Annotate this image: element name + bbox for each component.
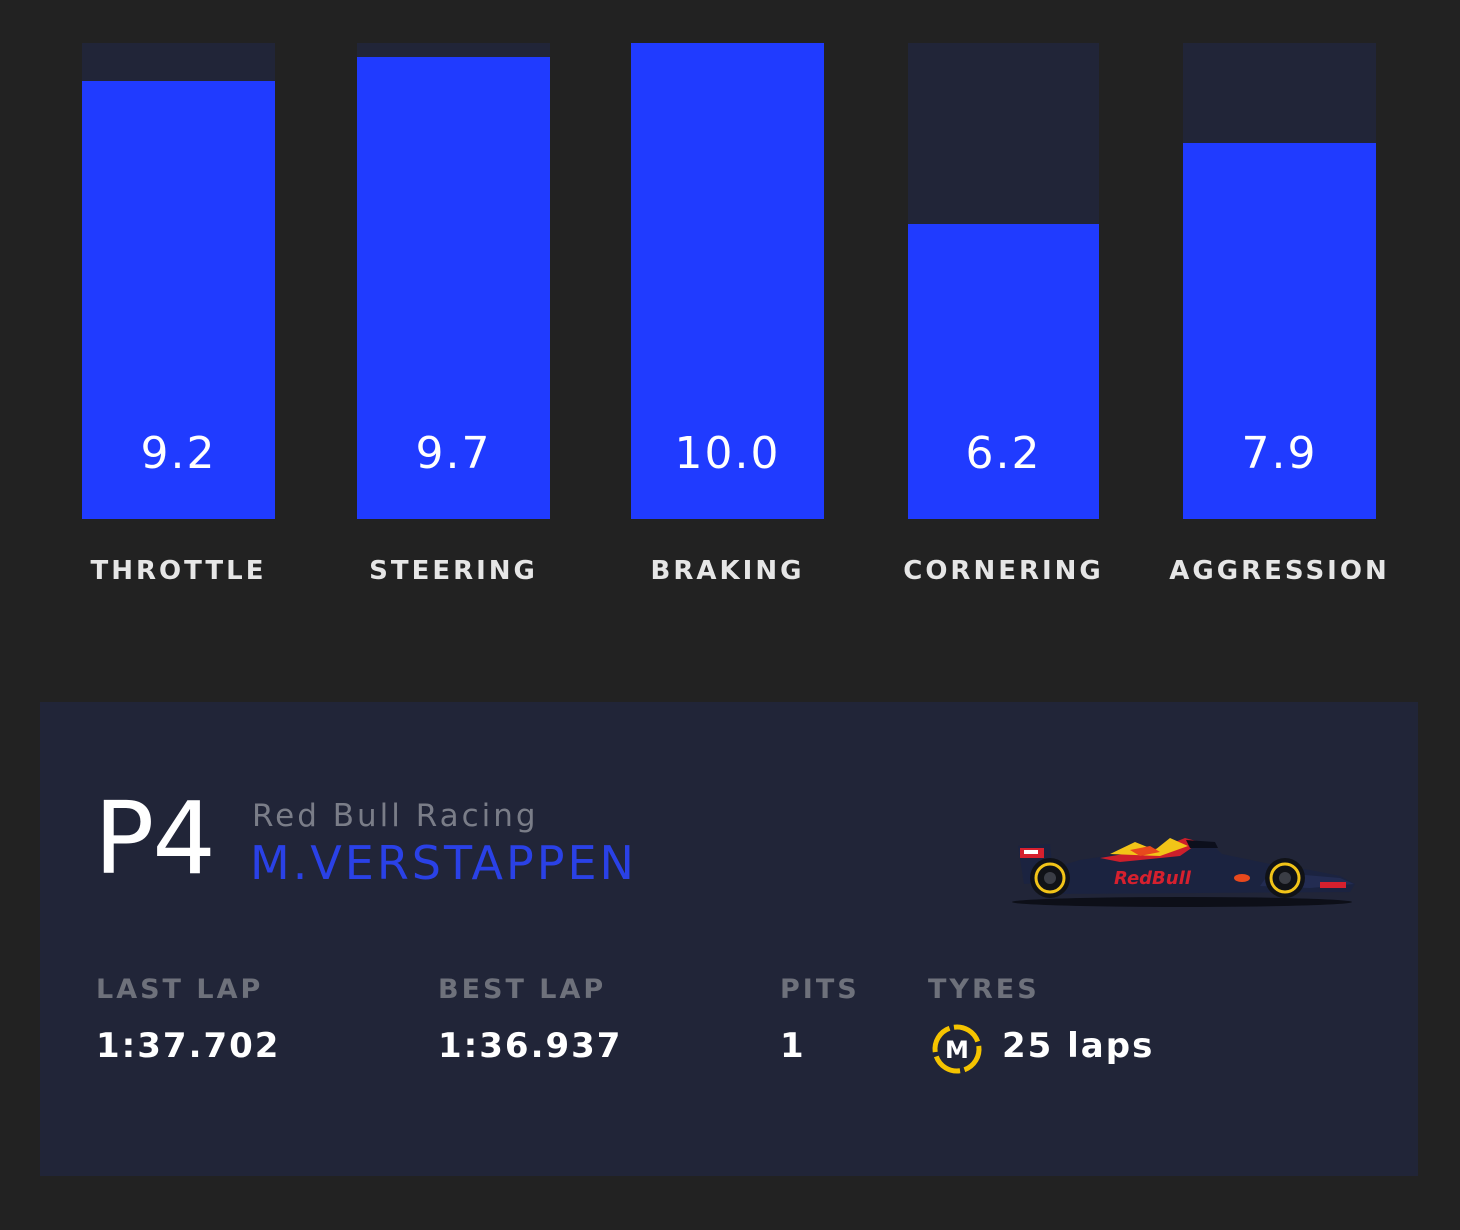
- best-lap-value: 1:36.937: [438, 1026, 623, 1066]
- bar-track: 7.9: [1183, 43, 1376, 519]
- bar-cornering: 6.2 CORNERING: [903, 43, 1101, 586]
- bar-value-braking: 10.0: [674, 428, 781, 479]
- team-name: Red Bull Racing: [252, 798, 539, 834]
- tyre-age-value: 25 laps: [1002, 1026, 1155, 1066]
- tyres-label: TYRES: [928, 974, 1040, 1005]
- bar-throttle: 9.2 THROTTLE: [82, 43, 275, 586]
- bar-track: 10.0: [631, 43, 824, 519]
- bar-label-braking: BRAKING: [650, 556, 805, 586]
- bar-value-steering: 9.7: [415, 428, 492, 479]
- bar-label-throttle: THROTTLE: [90, 556, 267, 586]
- bar-fill-braking: [631, 43, 824, 519]
- bar-fill-aggression: [1183, 142, 1376, 519]
- bar-track: 9.2: [82, 43, 275, 519]
- bar-fill-steering: [357, 57, 550, 519]
- bar-aggression: 7.9 AGGRESSION: [1169, 43, 1387, 586]
- bar-value-aggression: 7.9: [1241, 428, 1318, 479]
- last-lap-label: LAST LAP: [96, 974, 264, 1005]
- driver-card[interactable]: P4 Red Bull Racing M.VERSTAPPEN RedBull …: [40, 702, 1418, 1176]
- bar-label-cornering: CORNERING: [903, 556, 1104, 586]
- bar-label-steering: STEERING: [369, 556, 538, 586]
- race-position: P4: [94, 780, 216, 897]
- driver-name: M.VERSTAPPEN: [250, 836, 637, 890]
- pits-label: PITS: [780, 974, 860, 1005]
- bar-label-aggression: AGGRESSION: [1169, 556, 1390, 586]
- driver-attributes-chart: 9.2 THROTTLE 9.7 STEERING 10.0 BRAKING 6…: [82, 43, 1387, 586]
- bar-track: 6.2: [908, 43, 1099, 519]
- medium-tyre-icon: M: [932, 1024, 982, 1074]
- bar-value-cornering: 6.2: [965, 428, 1042, 479]
- bar-steering: 9.7 STEERING: [357, 43, 550, 586]
- bar-braking: 10.0 BRAKING: [631, 43, 824, 586]
- best-lap-label: BEST LAP: [438, 974, 607, 1005]
- bar-fill-cornering: [908, 223, 1099, 519]
- bar-fill-throttle: [82, 81, 275, 519]
- bar-track: 9.7: [357, 43, 550, 519]
- svg-text:RedBull: RedBull: [1114, 868, 1192, 889]
- last-lap-value: 1:37.702: [96, 1026, 281, 1066]
- tyre-compound-letter: M: [945, 1036, 969, 1064]
- pits-value: 1: [780, 1026, 806, 1066]
- bar-value-throttle: 9.2: [140, 428, 217, 479]
- red-bull-car-icon: RedBull: [1012, 838, 1355, 907]
